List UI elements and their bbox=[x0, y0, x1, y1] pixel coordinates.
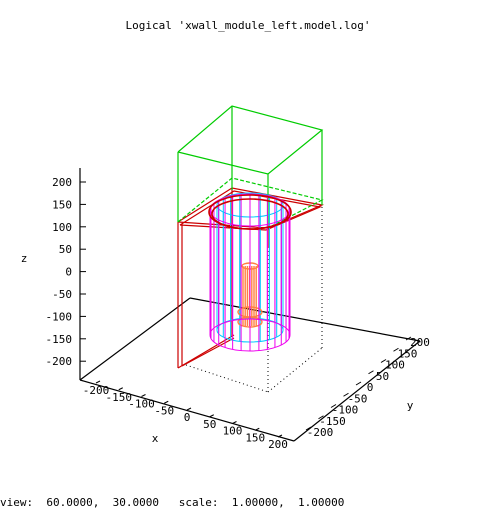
y-tick-mark bbox=[318, 415, 324, 420]
z-tick-label: 50 bbox=[59, 243, 72, 256]
x-tick-mark bbox=[95, 380, 101, 384]
x-tick-mark bbox=[232, 421, 237, 424]
z-tick-label: -50 bbox=[52, 288, 72, 301]
x-tick-mark bbox=[141, 394, 146, 397]
x-tick-mark bbox=[277, 434, 283, 438]
y-tick-label: 200 bbox=[410, 336, 430, 349]
x-axis-label: x bbox=[152, 432, 159, 445]
magenta-cylinder bbox=[209, 193, 291, 352]
y-tick-label: -200 bbox=[307, 426, 334, 439]
x-tick-label: 0 bbox=[184, 411, 191, 424]
x-tick-mark bbox=[118, 387, 123, 391]
y-tick-label: 50 bbox=[376, 370, 389, 383]
z-ticks: 200 150 100 50 0 -50 -100 -150 -200 bbox=[46, 176, 86, 368]
y-tick-label: -50 bbox=[348, 392, 368, 405]
y-tick-mark bbox=[355, 381, 362, 386]
z-axis-label: z bbox=[21, 252, 28, 265]
y-tick-mark bbox=[330, 404, 337, 408]
y-tick-label: 0 bbox=[367, 381, 374, 394]
x-tick-mark bbox=[164, 400, 169, 404]
y-tick-label: 100 bbox=[385, 359, 405, 372]
x-axis-line bbox=[79, 379, 295, 442]
back-axis-line bbox=[79, 297, 191, 381]
x-tick-label: -100 bbox=[128, 398, 155, 411]
y-tick-mark bbox=[343, 392, 349, 397]
x-tick-mark bbox=[255, 427, 260, 431]
status-bar: view: 60.0000, 30.0000 scale: 1.00000, 1… bbox=[0, 496, 345, 509]
y-axis-label: y bbox=[407, 399, 414, 412]
x-tick-mark bbox=[186, 407, 192, 411]
y-tick-mark bbox=[393, 347, 399, 352]
y-tick-mark bbox=[405, 336, 412, 341]
z-tick-label: 0 bbox=[65, 266, 72, 279]
y-tick-mark bbox=[305, 426, 312, 431]
green-volume-box bbox=[177, 105, 324, 229]
z-tick-label: -200 bbox=[46, 355, 73, 368]
z-tick-label: 200 bbox=[52, 176, 72, 189]
x-tick-mark bbox=[209, 414, 214, 418]
x-tick-label: 100 bbox=[223, 425, 243, 438]
z-tick-label: -100 bbox=[46, 310, 73, 323]
axis-frame bbox=[79, 168, 421, 442]
z-tick-label: 150 bbox=[52, 198, 72, 211]
y-tick-mark bbox=[368, 370, 374, 375]
y-tick-label: -100 bbox=[332, 404, 359, 417]
x-tick-label: -50 bbox=[154, 404, 174, 417]
plot-title: Logical 'xwall_module_left.model.log' bbox=[125, 19, 370, 32]
y-tick-label: -150 bbox=[319, 415, 346, 428]
x-tick-label: -150 bbox=[106, 391, 133, 404]
y-tick-mark bbox=[380, 359, 387, 363]
red-top-rings bbox=[208, 194, 292, 230]
x-tick-label: 50 bbox=[203, 418, 216, 431]
back-axis-line-2 bbox=[189, 297, 421, 342]
z-tick-label: -150 bbox=[46, 333, 73, 346]
x-tick-label: -200 bbox=[83, 384, 110, 397]
x-tick-label: 150 bbox=[245, 431, 265, 444]
y-tick-label: 150 bbox=[398, 347, 418, 360]
z-tick-label: 100 bbox=[52, 221, 72, 234]
x-tick-label: 200 bbox=[268, 438, 288, 451]
y-axis-line bbox=[293, 340, 421, 442]
